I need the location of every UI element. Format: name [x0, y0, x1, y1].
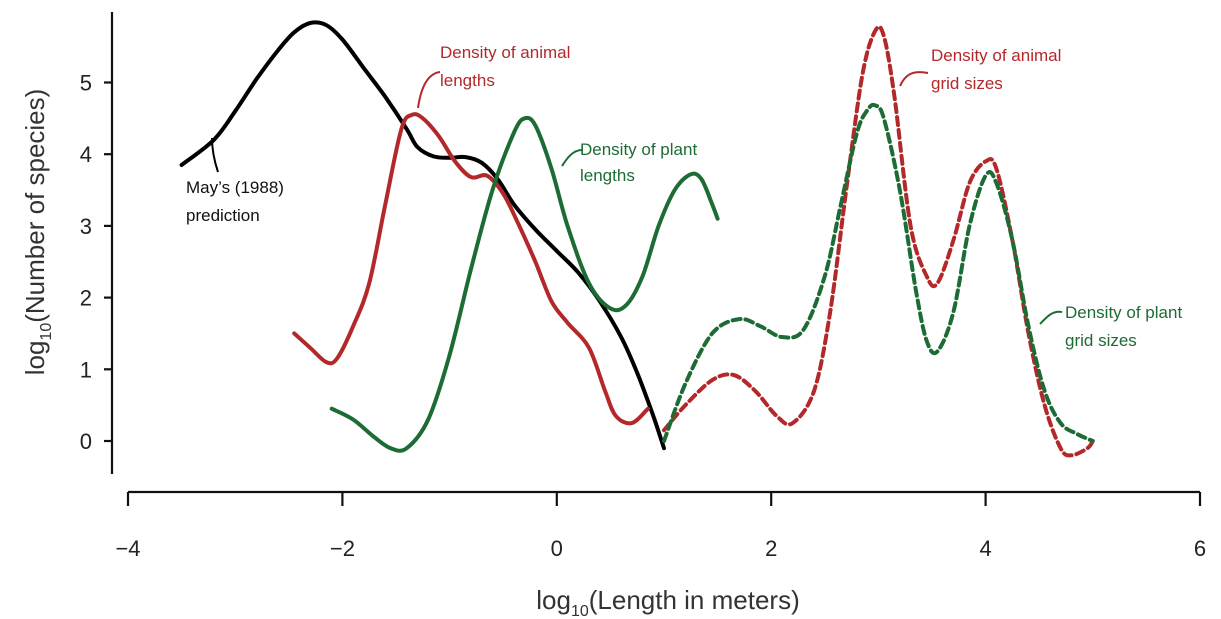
leader-line-animal-lengths — [417, 71, 441, 109]
axes: 0 1 2 3 4 5 −4 −2 0 2 4 6 — [80, 12, 1206, 561]
leader-line-plant-grid — [1039, 310, 1063, 325]
x-tick-label: 0 — [551, 536, 563, 561]
annotation-plant-grid: Density of plant — [1065, 303, 1182, 322]
x-tick-label: 2 — [765, 536, 777, 561]
x-tick-label: 4 — [979, 536, 991, 561]
annotation-animal-lengths: Density of animal — [440, 43, 570, 62]
annotation-animal-lengths: lengths — [440, 71, 495, 90]
plot-area — [179, 20, 1095, 458]
x-tick-label: −4 — [115, 536, 140, 561]
leader-line-animal-grid — [899, 71, 929, 87]
annotation-may: May’s (1988) — [186, 178, 284, 197]
y-tick-label: 0 — [80, 429, 92, 454]
y-tick-label: 5 — [80, 71, 92, 96]
leader-line-plant-lengths — [561, 149, 583, 167]
annotation-plant-lengths: lengths — [580, 166, 635, 185]
annotations: May’s (1988) prediction Density of animal l… — [186, 43, 1182, 350]
y-tick-label: 4 — [80, 142, 92, 167]
y-tick-label: 1 — [80, 357, 92, 382]
x-tick-label: −2 — [330, 536, 355, 561]
annotation-may: prediction — [186, 206, 260, 225]
x-tick-label: 6 — [1194, 536, 1206, 561]
leader-line-may — [211, 137, 219, 173]
series-line-plant-grid — [662, 102, 1095, 443]
y-tick-label: 3 — [80, 214, 92, 239]
annotation-animal-grid: grid sizes — [931, 74, 1003, 93]
annotation-plant-grid: grid sizes — [1065, 331, 1137, 350]
x-axis-label: log10(Length in meters) — [536, 585, 799, 619]
series-line-animal-lengths — [292, 112, 650, 426]
series-line-animal-grid — [662, 24, 1095, 458]
y-tick-label: 2 — [80, 286, 92, 311]
annotation-animal-grid: Density of animal — [931, 46, 1061, 65]
y-axis-label: log10(Number of species) — [20, 89, 55, 376]
annotation-plant-lengths: Density of plant — [580, 140, 697, 159]
series-line-plant-lengths — [329, 115, 720, 453]
